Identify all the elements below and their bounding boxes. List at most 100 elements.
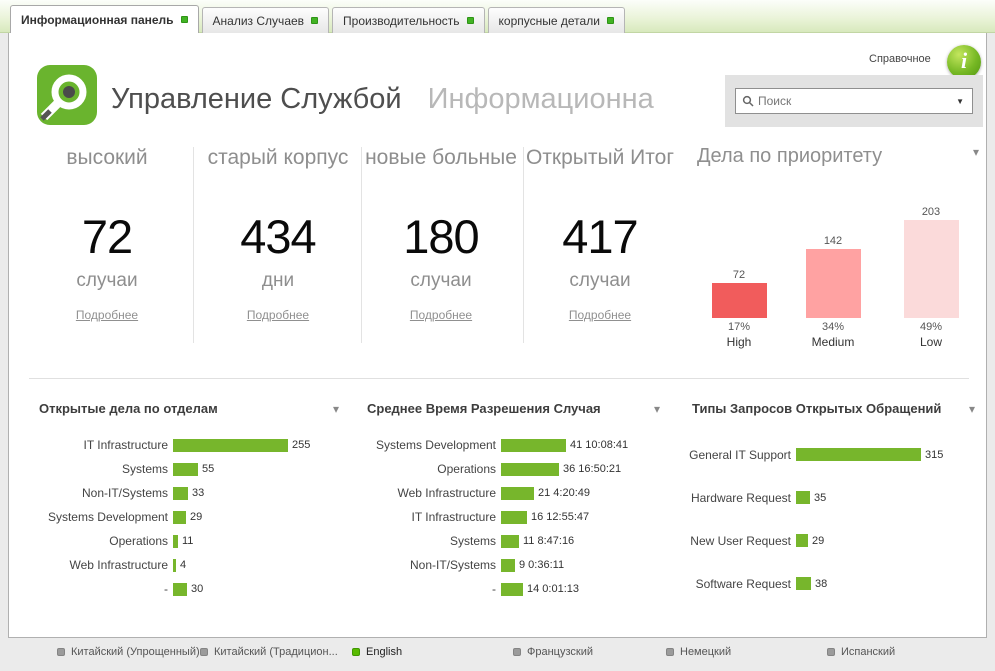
bar[interactable] [501,438,566,452]
bar[interactable] [501,534,519,548]
page-subtitle: Информационна [427,83,654,115]
kpi-title: новые больные [365,146,517,169]
language-label: Французский [527,646,593,658]
chart-row: Non-IT/Systems 33 [31,481,343,505]
bar-value-label: 11 8:47:16 [523,535,575,547]
priority-bar[interactable] [903,220,959,318]
language-option[interactable]: Китайский (Упрощенный) [57,646,200,658]
tab-case-details[interactable]: корпусные детали [487,7,625,33]
search-input[interactable] [758,94,951,108]
language-option[interactable]: Китайский (Традицион... [200,646,338,658]
info-icon[interactable]: i [947,45,981,79]
bar-value-label: 33 [192,487,205,499]
priority-bar[interactable] [805,249,861,318]
tab-performance[interactable]: Производительность [332,7,485,33]
chart-avg-resolution-time: Среднее Время Разрешения Случая ▾ System… [359,401,664,601]
chart-header: Типы Запросов Открытых Обращений ▾ [684,401,979,416]
tab-dashboard[interactable]: Информационная панель [10,5,199,33]
priority-column-medium: 142 34% Medium [805,179,861,349]
bar[interactable] [173,558,176,572]
bar-value-label: 35 [814,491,827,504]
kpi-value: 180 [403,210,479,263]
chart-title: Дела по приоритету [697,145,883,167]
tab-case-analysis[interactable]: Анализ Случаев [201,7,330,33]
bar[interactable] [796,491,810,504]
bar[interactable] [173,438,288,452]
bar-category-label: Web Infrastructure [397,486,496,500]
bar-value-label: 11 [182,535,194,547]
page-title: Управление Службой [111,83,402,115]
bar-category-label: Low [919,335,942,349]
kpi-details-link[interactable]: Подробнее [568,308,632,322]
priority-bar[interactable] [711,283,767,318]
bar-category-label: Non-IT/Systems [81,486,168,500]
bar[interactable] [173,534,178,548]
kpi-unit: случаи [569,270,631,291]
chart-row: Software Request 38 [684,562,979,605]
bar-value-label: 36 16:50:21 [563,463,622,475]
kpi-title: старый корпус [207,146,349,169]
qlik-logo-icon[interactable] [37,65,97,125]
language-option[interactable]: Испанский [827,646,895,658]
language-led-icon [666,648,674,656]
kpi-unit: случаи [76,270,138,291]
kpi-title: Открытый Итог [525,146,674,169]
bar-category-label: Software Request [695,576,791,591]
bar[interactable] [501,510,527,524]
bar-value-label: 30 [191,583,204,595]
bar-category-label: New User Request [690,533,791,548]
chart-row: IT Infrastructure 16 12:55:47 [359,505,664,529]
bar[interactable] [796,448,921,461]
bar[interactable] [173,462,198,476]
kpi-divider [361,147,362,343]
chevron-down-icon[interactable]: ▾ [968,401,975,416]
language-option[interactable]: Немецкий [666,646,731,658]
bar[interactable] [796,534,808,547]
kpi-details-link[interactable]: Подробнее [75,308,139,322]
bar-value-label: 9 0:36:11 [519,559,565,571]
chart-priority-header: Дела по приоритету ▾ [697,145,979,168]
bar[interactable] [173,582,187,596]
kpi-details-link[interactable]: Подробнее [409,308,473,322]
chart-rows: Systems Development 41 10:08:41 Operations… [359,433,664,601]
language-option[interactable]: Французский [513,646,593,658]
tab-green-dot-icon [466,17,474,24]
search-box[interactable]: ▼ [735,88,973,114]
language-led-icon [352,648,360,656]
bar[interactable] [501,462,559,476]
bar-category-label: Hardware Request [690,490,791,505]
chart-row: - 14 0:01:13 [359,577,664,601]
bar-value-label: 38 [815,577,828,590]
bar-value-label: 21 4:20:49 [538,487,590,499]
tab-label: Информационная панель [21,12,174,27]
bar[interactable] [173,486,188,500]
chevron-down-icon[interactable]: ▾ [972,145,979,159]
chevron-down-icon[interactable]: ▾ [653,401,660,416]
search-dropdown-caret-icon[interactable]: ▼ [956,96,964,106]
chart-row: General IT Support 315 [684,433,979,476]
bar-value-label: 14 0:01:13 [527,583,579,595]
tab-label: корпусные детали [498,13,600,28]
chart-title: Типы Запросов Открытых Обращений [692,401,942,416]
bar[interactable] [796,577,811,590]
language-led-icon [57,648,65,656]
chart-rows: General IT Support 315 Hardware Request 35 N… [684,433,979,605]
bar-value-label: 203 [921,206,941,218]
chart-row: Operations 36 16:50:21 [359,457,664,481]
kpi-card-new-cases: новые больные 180 случаи Подробнее [365,145,517,324]
bar[interactable] [501,582,523,596]
language-led-icon [513,648,521,656]
chart-row: Non-IT/Systems 9 0:36:11 [359,553,664,577]
chevron-down-icon[interactable]: ▾ [332,401,339,416]
bar[interactable] [501,486,534,500]
language-option[interactable]: English [352,646,402,658]
bar[interactable] [501,558,515,572]
kpi-details-link[interactable]: Подробнее [246,308,310,322]
kpi-card-open-total: Открытый Итог 417 случаи Подробнее [525,145,675,324]
tab-green-dot-icon [180,16,188,23]
bar-value-label: 315 [925,448,944,461]
bar[interactable] [173,510,186,524]
bar-category-label: Non-IT/Systems [409,558,496,572]
chart-title: Среднее Время Разрешения Случая [367,401,601,416]
chart-header: Открытые дела по отделам ▾ [31,401,343,416]
